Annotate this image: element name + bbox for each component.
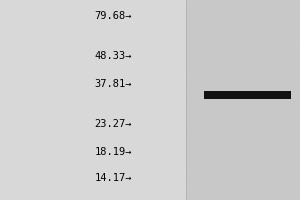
Bar: [204, 91, 291, 99]
Text: 18.19→: 18.19→: [94, 147, 132, 157]
Text: 48.33→: 48.33→: [94, 51, 132, 61]
Bar: [0, 0, 186, 200]
Text: 23.27→: 23.27→: [94, 119, 132, 129]
Text: 37.81→: 37.81→: [94, 79, 132, 89]
Text: 79.68→: 79.68→: [94, 11, 132, 21]
Bar: [186, 0, 300, 200]
Text: 14.17→: 14.17→: [94, 173, 132, 183]
